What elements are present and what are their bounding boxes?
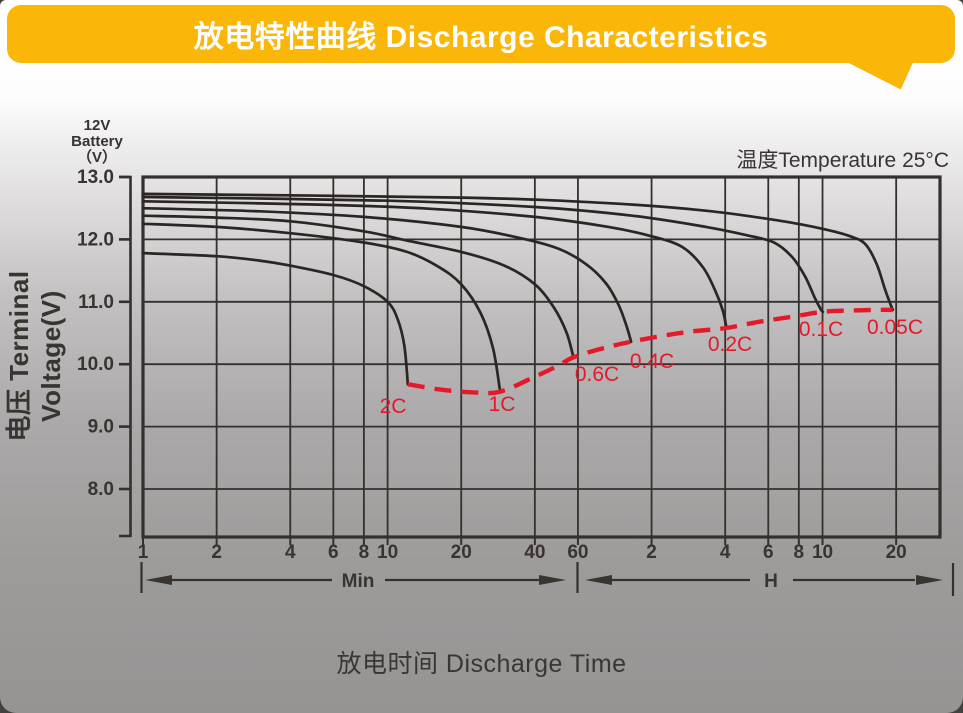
battery-type-line2: Battery	[71, 133, 123, 150]
y-axis-bracket	[119, 175, 132, 538]
y-tick-label: 11.0	[78, 292, 114, 313]
x-tick-label: 4	[285, 542, 296, 563]
rate-label-0.2C: 0.2C	[708, 333, 752, 356]
y-tick-label: 13.0	[77, 167, 114, 188]
x-tick-label: 2	[646, 542, 657, 563]
x-tick-label: 6	[763, 542, 774, 563]
page-title: 放电特性曲线 Discharge Characteristics	[193, 21, 769, 54]
x-tick-label: 20	[451, 542, 472, 563]
battery-type-line1: 12V	[83, 117, 111, 134]
rate-label-0.05C: 0.05C	[867, 316, 923, 339]
y-tick-label: 10.0	[77, 354, 114, 375]
discharge-curve-0.6C	[141, 214, 575, 359]
hour-arrow-right-head	[916, 575, 943, 585]
rate-label-1C: 1C	[489, 393, 516, 416]
x-tick-label: 60	[567, 542, 588, 563]
plot-border	[141, 175, 942, 539]
discharge-curve-2C	[141, 251, 410, 386]
min-unit-label: Min	[342, 571, 375, 592]
header-banner: 放电特性曲线 Discharge Characteristics	[7, 5, 955, 63]
battery-type-label: 12V Battery （V）	[58, 118, 136, 166]
x-axis-title: 放电时间 Discharge Time	[336, 650, 627, 678]
battery-type-line3: （V）	[76, 149, 117, 166]
min-arrow-right-head	[539, 575, 566, 585]
x-tick-label: 6	[328, 542, 339, 563]
discharge-curve-0.1C	[141, 195, 825, 314]
rate-label-0.1C: 0.1C	[799, 318, 843, 341]
discharge-curve-0.4C	[141, 206, 633, 344]
y-tick-label: 9.0	[88, 417, 114, 438]
discharge-curve-0.2C	[141, 199, 728, 330]
hour-unit-label: H	[764, 571, 778, 592]
x-tick-label: 4	[720, 542, 731, 563]
discharge-curve-1C	[141, 222, 502, 392]
x-tick-label: 1	[138, 542, 149, 563]
x-tick-label: 10	[812, 542, 833, 563]
x-tick-label: 20	[886, 542, 907, 563]
temperature-note: 温度Temperature 25°C	[736, 149, 949, 172]
min-arrow-left-head	[145, 575, 172, 585]
y-tick-label: 12.0	[77, 229, 114, 250]
rate-label-0.4C: 0.4C	[630, 350, 674, 373]
cutoff-voltage-curve	[407, 307, 893, 396]
discharge-curve-0.05C	[141, 192, 895, 312]
rate-label-0.6C: 0.6C	[575, 363, 619, 386]
x-tick-label: 8	[359, 542, 370, 563]
rate-label-2C: 2C	[380, 395, 407, 418]
x-tick-label: 2	[211, 542, 222, 563]
x-tick-label: 40	[524, 542, 545, 563]
x-tick-label: 10	[377, 542, 398, 563]
x-tick-label: 8	[794, 542, 805, 563]
y-tick-label: 8.0	[88, 479, 114, 500]
hour-arrow-left-head	[585, 575, 612, 585]
